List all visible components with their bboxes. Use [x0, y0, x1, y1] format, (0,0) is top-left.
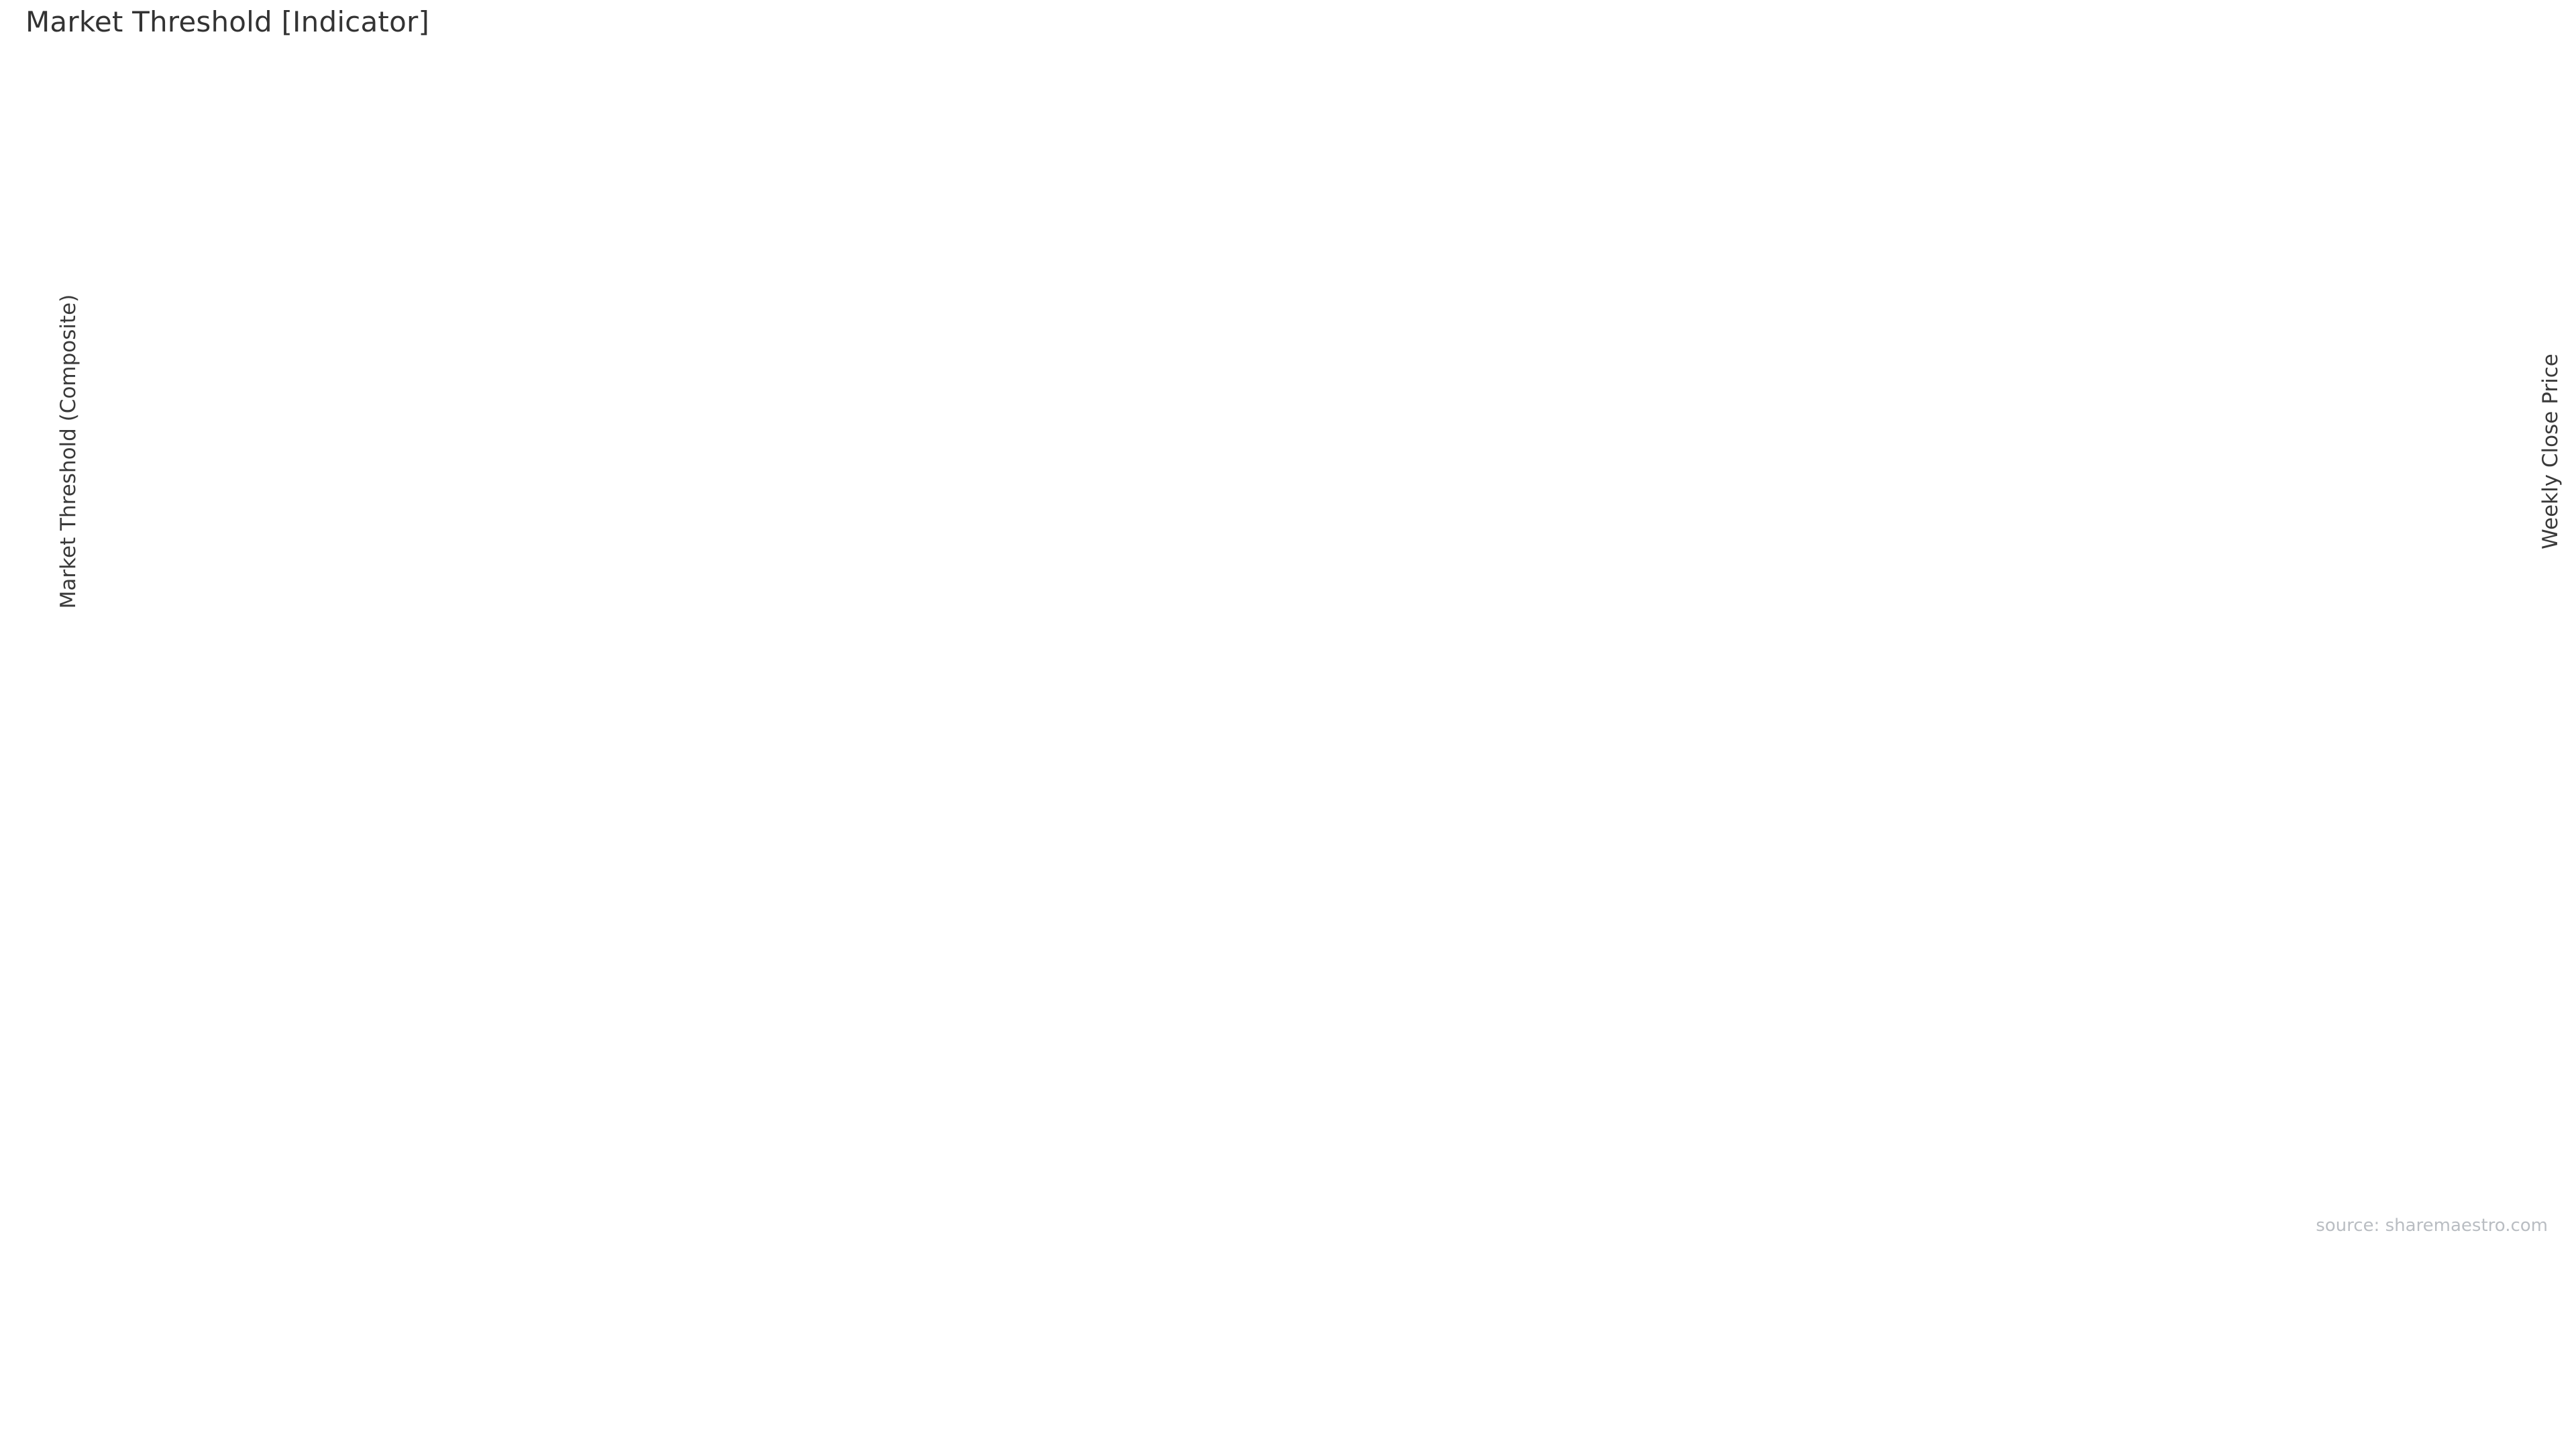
main-indicator-chart: Market Threshold (Composite) Weekly Clos…	[56, 74, 2563, 828]
buy-sell-signal-panel	[75, 1087, 2373, 1221]
source-watermark: source: sharemaestro.com	[2316, 1216, 2548, 1236]
right-axis-label: Weekly Close Price	[2538, 353, 2563, 549]
ribbon-heat-strip	[75, 865, 2373, 946]
ribbon-flip-markers-panel	[75, 986, 2373, 1067]
page-title: Market Threshold [Indicator]	[25, 5, 430, 38]
left-axis-label: Market Threshold (Composite)	[56, 294, 80, 608]
